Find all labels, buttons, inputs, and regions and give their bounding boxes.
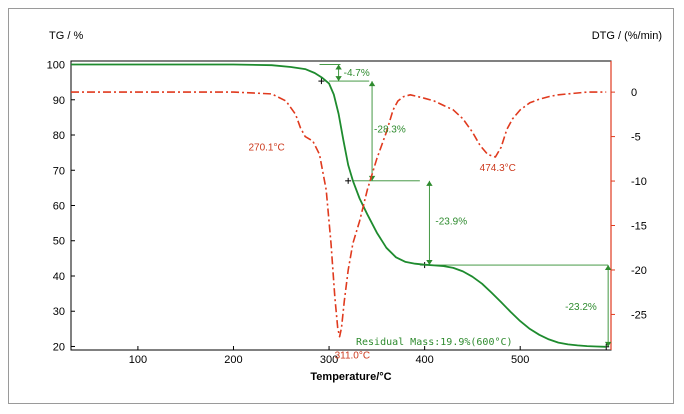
y-left-tick-label: 30 [53, 306, 65, 318]
x-axis-label: Temperature/°C [310, 371, 391, 383]
x-tick-label: 200 [224, 354, 242, 366]
y-right-tick-label: -5 [631, 132, 641, 144]
residual-mass-label: Residual Mass:19.9%(600°C) [356, 337, 513, 348]
tg-curve [71, 63, 607, 348]
x-tick-label: 500 [511, 354, 529, 366]
dtg-curve [71, 91, 607, 338]
plot-area [70, 60, 612, 351]
y-left-tick-label: 40 [53, 271, 65, 283]
mass-loss-label: -23.9% [435, 217, 467, 228]
mass-loss-arrow-2-head-top [368, 81, 376, 87]
mass-loss-label: -28.3% [374, 125, 406, 136]
x-tick-label: 100 [129, 354, 147, 366]
y-left-tick-label: 70 [53, 165, 65, 177]
y-right-tick-label: -20 [631, 265, 647, 277]
y-right-tick-label: -25 [631, 309, 647, 321]
mass-loss-label: -4.7% [344, 68, 370, 79]
y-left-tick-label: 20 [53, 341, 65, 353]
y-left-tick-label: 90 [53, 95, 65, 107]
mass-loss-arrow-1-head-top [335, 64, 342, 70]
annotation-labels: -4.7% -28.3% -23.9% -23.2% 270.1°C 311.0°C 474… [248, 68, 596, 362]
y-left-tick-label: 80 [53, 130, 65, 142]
mass-loss-guides [318, 64, 612, 350]
x-tick-label: 400 [415, 354, 433, 366]
mass-loss-arrow-4-head-top [604, 265, 612, 271]
y-left-tick-label: 50 [53, 236, 65, 248]
dtg-peak-label: 474.3°C [480, 163, 516, 174]
mass-loss-arrow-4-head-bottom [604, 341, 612, 347]
mass-loss-label: -23.2% [565, 302, 597, 313]
y-left-axis-label: TG / % [49, 30, 83, 42]
y-right-axis-label: DTG / (%/min) [592, 30, 662, 42]
data-series [71, 63, 607, 348]
tga-chart: TG / % DTG / (%/min) Temperature/°C 100 2… [47, 30, 662, 383]
y-left-tick-label: 100 [47, 60, 65, 72]
dtg-peak-label: 270.1°C [248, 143, 284, 154]
dtg-peak-label: 311.0°C [335, 351, 371, 362]
y-right-tick-label: -10 [631, 176, 647, 188]
chart-frame: TG / % DTG / (%/min) Temperature/°C 100 2… [8, 8, 674, 404]
y-left-tick-label: 60 [53, 201, 65, 213]
mass-loss-arrow-3-head-top [426, 180, 433, 186]
x-tick-label: 300 [320, 354, 338, 366]
mass-loss-arrow-3-head-bottom [426, 260, 433, 266]
axis-ticks: 100 200 300 400 500 20 30 40 50 60 70 80 90 100 0 -5 -10… [47, 60, 647, 366]
y-right-tick-label: 0 [631, 87, 637, 99]
mass-loss-arrow-1-head-bottom [335, 76, 342, 82]
y-right-tick-label: -15 [631, 221, 647, 233]
